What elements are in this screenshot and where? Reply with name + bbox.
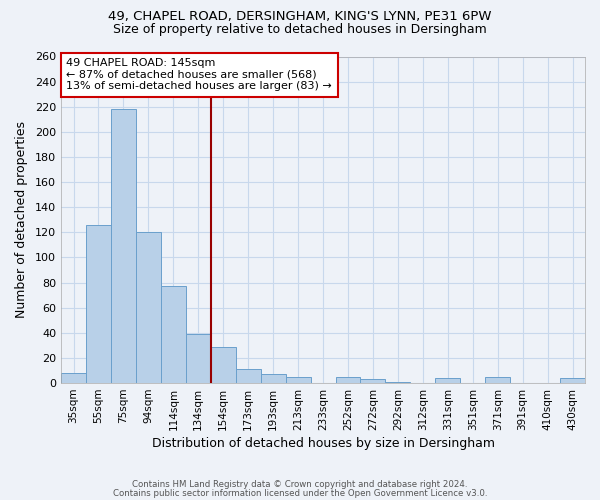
Bar: [186, 334, 211, 383]
Bar: [61, 373, 86, 383]
Text: Contains HM Land Registry data © Crown copyright and database right 2024.: Contains HM Land Registry data © Crown c…: [132, 480, 468, 489]
Bar: [211, 346, 236, 383]
Bar: [436, 378, 460, 383]
Text: 49, CHAPEL ROAD, DERSINGHAM, KING'S LYNN, PE31 6PW: 49, CHAPEL ROAD, DERSINGHAM, KING'S LYNN…: [108, 10, 492, 23]
Bar: [385, 382, 410, 383]
X-axis label: Distribution of detached houses by size in Dersingham: Distribution of detached houses by size …: [152, 437, 494, 450]
Text: 49 CHAPEL ROAD: 145sqm
← 87% of detached houses are smaller (568)
13% of semi-de: 49 CHAPEL ROAD: 145sqm ← 87% of detached…: [66, 58, 332, 92]
Bar: [136, 232, 161, 383]
Bar: [86, 225, 111, 383]
Y-axis label: Number of detached properties: Number of detached properties: [15, 122, 28, 318]
Bar: [111, 110, 136, 383]
Text: Size of property relative to detached houses in Dersingham: Size of property relative to detached ho…: [113, 22, 487, 36]
Bar: [485, 377, 510, 383]
Text: Contains public sector information licensed under the Open Government Licence v3: Contains public sector information licen…: [113, 488, 487, 498]
Bar: [560, 378, 585, 383]
Bar: [286, 377, 311, 383]
Bar: [335, 377, 361, 383]
Bar: [161, 286, 186, 383]
Bar: [236, 370, 260, 383]
Bar: [260, 374, 286, 383]
Bar: [361, 380, 385, 383]
